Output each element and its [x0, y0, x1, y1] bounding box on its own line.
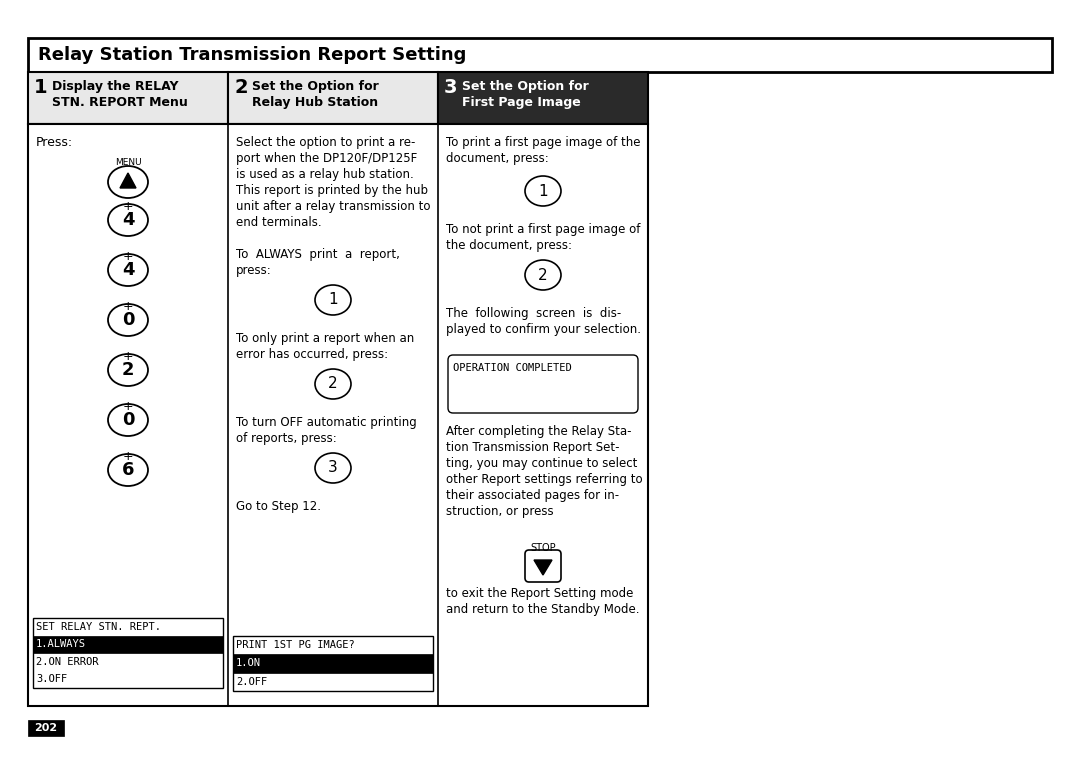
- Text: MENU: MENU: [114, 158, 141, 167]
- Text: +: +: [123, 400, 133, 413]
- Text: 1: 1: [538, 183, 548, 198]
- Text: 3.OFF: 3.OFF: [36, 674, 67, 684]
- Ellipse shape: [315, 369, 351, 399]
- Text: To turn OFF automatic printing
of reports, press:: To turn OFF automatic printing of report…: [237, 416, 417, 445]
- FancyBboxPatch shape: [448, 355, 638, 413]
- Polygon shape: [120, 173, 136, 188]
- Text: 2.OFF: 2.OFF: [237, 677, 267, 687]
- Bar: [228, 72, 438, 124]
- Text: The  following  screen  is  dis-
played to confirm your selection.: The following screen is dis- played to c…: [446, 307, 642, 336]
- Text: +: +: [123, 200, 133, 213]
- Bar: [233, 655, 433, 673]
- Text: To print a first page image of the
document, press:: To print a first page image of the docum…: [446, 136, 640, 165]
- Text: 1: 1: [328, 292, 338, 307]
- Text: To not print a first page image of
the document, press:: To not print a first page image of the d…: [446, 223, 640, 252]
- Text: +: +: [123, 350, 133, 363]
- Text: Select the option to print a re-
port when the DP120F/DP125F
is used as a relay : Select the option to print a re- port wh…: [237, 136, 431, 229]
- Text: +: +: [123, 300, 133, 313]
- Ellipse shape: [108, 204, 148, 236]
- Text: Display the RELAY
STN. REPORT Menu: Display the RELAY STN. REPORT Menu: [52, 80, 188, 109]
- Polygon shape: [534, 560, 552, 575]
- Text: 202: 202: [35, 723, 57, 733]
- Text: 3: 3: [328, 461, 338, 475]
- Ellipse shape: [315, 453, 351, 483]
- Bar: [33, 636, 222, 653]
- FancyBboxPatch shape: [525, 550, 561, 582]
- Bar: [28, 124, 648, 706]
- Text: 1.ALWAYS: 1.ALWAYS: [36, 639, 86, 649]
- Text: SET RELAY STN. REPT.: SET RELAY STN. REPT.: [36, 622, 161, 632]
- Ellipse shape: [108, 304, 148, 336]
- Text: 4: 4: [122, 211, 134, 229]
- Text: 3: 3: [444, 78, 458, 97]
- Text: Set the Option for
Relay Hub Station: Set the Option for Relay Hub Station: [252, 80, 379, 109]
- Ellipse shape: [108, 166, 148, 198]
- Text: 0: 0: [122, 411, 134, 429]
- Text: +: +: [123, 250, 133, 263]
- Bar: [28, 72, 228, 124]
- Text: Press:: Press:: [36, 136, 73, 149]
- Bar: [33, 618, 222, 688]
- Bar: [28, 38, 1052, 72]
- Text: PRINT 1ST PG IMAGE?: PRINT 1ST PG IMAGE?: [237, 640, 354, 650]
- Text: 4: 4: [122, 261, 134, 279]
- Text: 1: 1: [33, 78, 48, 97]
- Ellipse shape: [108, 454, 148, 486]
- Ellipse shape: [525, 176, 561, 206]
- Text: 2: 2: [234, 78, 247, 97]
- Text: 2.ON ERROR: 2.ON ERROR: [36, 657, 98, 667]
- Bar: [233, 636, 433, 691]
- Text: 2: 2: [328, 376, 338, 391]
- Text: To  ALWAYS  print  a  report,
press:: To ALWAYS print a report, press:: [237, 248, 400, 277]
- Text: Go to Step 12.: Go to Step 12.: [237, 500, 321, 513]
- Text: After completing the Relay Sta-
tion Transmission Report Set-
ting, you may cont: After completing the Relay Sta- tion Tra…: [446, 425, 643, 518]
- Text: OPERATION COMPLETED: OPERATION COMPLETED: [453, 363, 571, 373]
- Ellipse shape: [315, 285, 351, 315]
- Text: Set the Option for
First Page Image: Set the Option for First Page Image: [462, 80, 589, 109]
- Text: To only print a report when an
error has occurred, press:: To only print a report when an error has…: [237, 332, 415, 361]
- Text: 0: 0: [122, 311, 134, 329]
- Text: 2: 2: [122, 361, 134, 379]
- Ellipse shape: [108, 354, 148, 386]
- Ellipse shape: [108, 254, 148, 286]
- Text: to exit the Report Setting mode
and return to the Standby Mode.: to exit the Report Setting mode and retu…: [446, 587, 639, 616]
- Text: Relay Station Transmission Report Setting: Relay Station Transmission Report Settin…: [38, 46, 467, 64]
- Text: 6: 6: [122, 461, 134, 479]
- Ellipse shape: [525, 260, 561, 290]
- Text: 1.ON: 1.ON: [237, 658, 261, 668]
- Text: +: +: [123, 450, 133, 463]
- Ellipse shape: [108, 404, 148, 436]
- Bar: [28, 720, 64, 736]
- Bar: [438, 72, 648, 124]
- Text: 2: 2: [538, 268, 548, 282]
- Text: STOP: STOP: [530, 543, 556, 553]
